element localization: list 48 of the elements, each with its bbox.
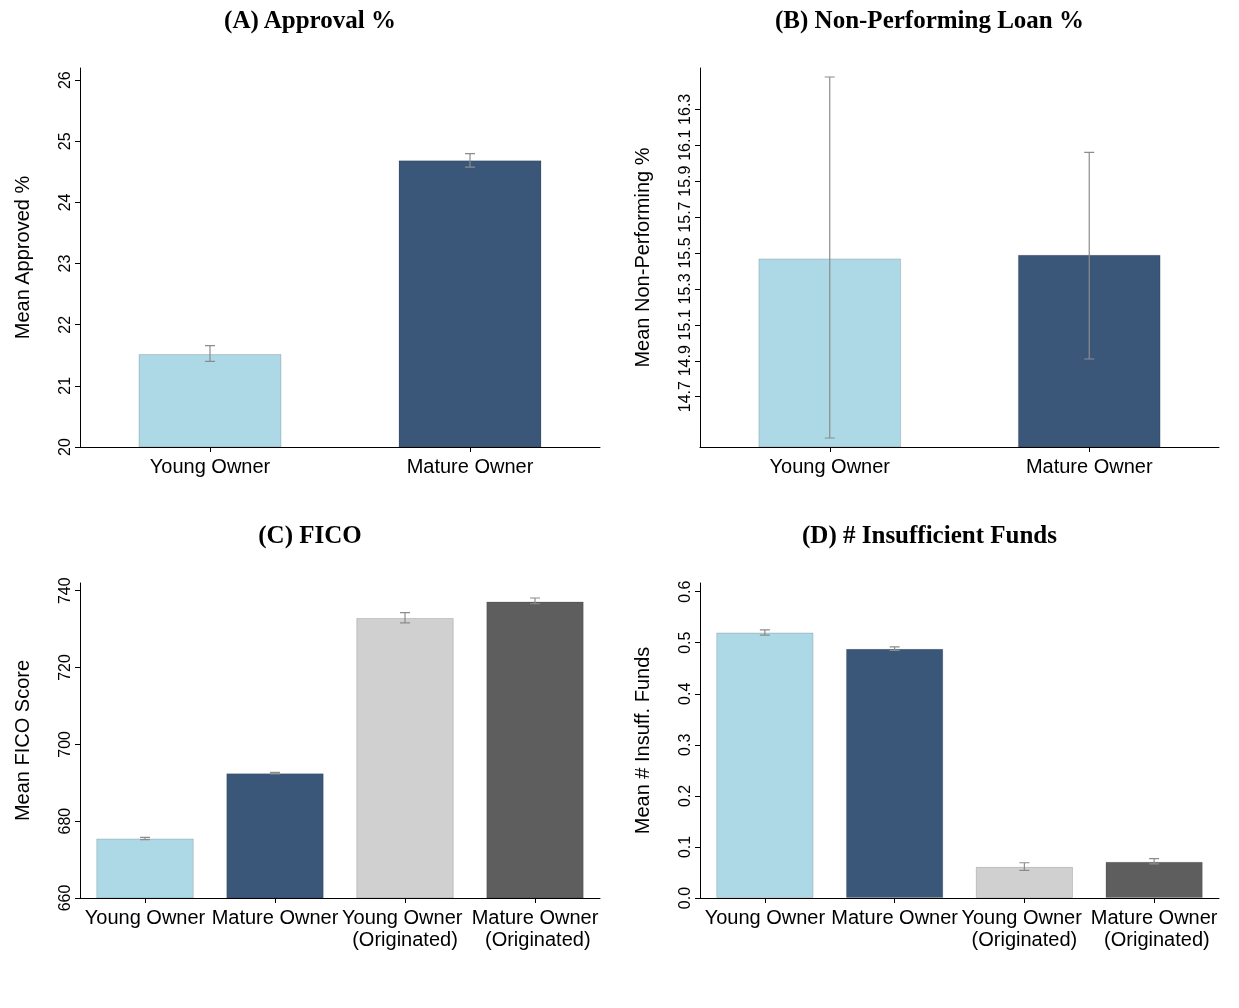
y-tick-label: 21 (55, 376, 73, 395)
x-tick-label: Young Owner (Originated) (961, 906, 1088, 950)
y-tick-label: 0.6 (675, 580, 693, 603)
y-axis-title: Mean # Insuff. Funds (631, 646, 653, 835)
y-tick-label: 0.0 (675, 886, 693, 910)
y-tick-label: 0.3 (675, 733, 693, 756)
x-tick-label: Mature Owner (406, 455, 534, 477)
x-tick-label: Mature Owner (831, 906, 959, 928)
x-tick-label: Young Owner (769, 455, 891, 477)
y-tick-label: 720 (55, 654, 73, 681)
x-tick-label: Mature Owner (Originated) (1090, 906, 1218, 950)
x-tick-label: Young Owner (Originated) (341, 906, 469, 950)
y-tick-label: 20 (55, 438, 73, 456)
y-axis-title: Mean Approved % (11, 175, 33, 340)
x-tick-label: Young Owner (704, 906, 826, 928)
y-tick-label: 26 (55, 71, 73, 90)
y-tick-label: 16.3 (675, 93, 693, 125)
y-tick-label: 680 (55, 807, 73, 835)
x-tick-label: Mature Owner (211, 906, 339, 928)
y-tick-label: 24 (55, 193, 73, 212)
y-tick-label: 0.1 (675, 835, 693, 859)
y-tick-label: 16.1 (675, 129, 693, 161)
y-tick-label: 740 (55, 577, 73, 605)
y-axis-title: Mean Non-Performing % (631, 147, 653, 368)
y-tick-label: 0.5 (675, 631, 693, 654)
y-tick-label: 0.2 (675, 784, 693, 808)
y-tick-label: 15.1 (675, 309, 693, 341)
x-tick-label: Mature Owner (Originated) (471, 906, 599, 950)
y-tick-label: 15.3 (675, 273, 693, 305)
y-tick-label: 660 (55, 884, 73, 912)
y-tick-label: 15.7 (675, 201, 693, 233)
x-tick-label: Young Owner (149, 455, 271, 477)
y-tick-label: 14.9 (675, 345, 693, 377)
y-tick-label: 15.9 (675, 165, 693, 197)
y-tick-label: 22 (55, 315, 73, 334)
y-tick-label: 14.7 (675, 381, 693, 413)
y-tick-label: 25 (55, 132, 73, 151)
chart-title: (B) Non-Performing Loan % (775, 6, 1084, 34)
x-tick-label: Young Owner (84, 906, 206, 928)
x-tick-label: Mature Owner (1025, 455, 1153, 477)
y-tick-label: 700 (55, 730, 73, 758)
y-tick-label: 23 (55, 254, 73, 273)
y-tick-label: 15.5 (675, 237, 693, 269)
y-axis-title: Mean FICO Score (11, 659, 33, 822)
chart-title: (D) # Insufficient Funds (802, 521, 1058, 549)
chart-title: (C) FICO (258, 521, 362, 549)
chart-title: (A) Approval % (224, 6, 396, 34)
y-tick-label: 0.4 (675, 682, 693, 705)
